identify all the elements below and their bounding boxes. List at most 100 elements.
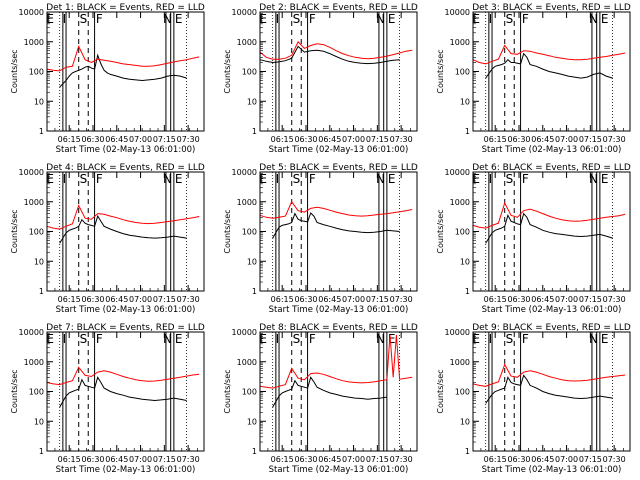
series-lld-line [259, 200, 413, 219]
region-letter: E [388, 332, 396, 346]
x-tick-label: 07:30 [603, 295, 626, 304]
series-lld-line [472, 363, 626, 387]
plot-frame [259, 171, 418, 292]
series-lld-line [46, 204, 200, 230]
y-tick-label: 1 [252, 447, 257, 456]
series-lld-line [472, 44, 626, 65]
region-letter: I [489, 332, 493, 346]
series-events-line [259, 45, 400, 65]
y-tick-label: 10000 [19, 328, 44, 337]
y-tick-label: 1000 [237, 198, 257, 207]
plot-frame [46, 171, 205, 292]
region-letter: F [309, 12, 316, 26]
panel-title: Det 1: BLACK = Events, RED = LLD [46, 3, 205, 13]
y-tick-label: 10000 [19, 168, 44, 177]
x-tick-label: 07:15 [579, 455, 602, 464]
y-tick-label: 100 [242, 388, 257, 397]
region-letter: F [309, 172, 316, 186]
panel-det-9: E I S F N E06:15 06:30 06:45 07:00 07:15 07:301101… [436, 323, 631, 475]
x-tick-label: 07:00 [129, 455, 152, 464]
region-letter: I [489, 12, 493, 26]
x-tick-label: 06:30 [294, 295, 317, 304]
region-letter: N [589, 172, 598, 186]
panel-det-5: E I S F N E06:15 06:30 06:45 07:00 07:15 07:301101… [223, 163, 418, 315]
y-tick-label: 10 [460, 97, 470, 106]
x-tick-label: 07:15 [366, 295, 389, 304]
region-letter: I [489, 172, 493, 186]
x-tick-label: 07:15 [579, 135, 602, 144]
region-letter: E [175, 332, 183, 346]
x-tick-label: 06:15 [58, 295, 81, 304]
y-tick-label: 1 [465, 447, 470, 456]
region-letter: S [293, 332, 301, 346]
x-axis-label: Start Time (02-May-13 06:01:00) [56, 465, 196, 475]
y-tick-label: 1 [465, 127, 470, 136]
y-tick-label: 1 [39, 287, 44, 296]
x-tick-label: 06:30 [81, 135, 104, 144]
x-tick-label: 06:15 [271, 295, 294, 304]
panel-title: Det 2: BLACK = Events, RED = LLD [259, 3, 418, 13]
region-letter: S [506, 332, 514, 346]
region-letter: N [163, 12, 172, 26]
y-tick-label: 10000 [445, 328, 470, 337]
x-tick-label: 07:00 [342, 455, 365, 464]
series-lld-line [46, 366, 200, 386]
x-tick-label: 06:15 [484, 455, 507, 464]
region-letter: N [163, 332, 172, 346]
x-tick-label: 06:30 [507, 295, 530, 304]
x-tick-label: 07:15 [153, 455, 176, 464]
plot-frame [472, 171, 631, 292]
plot-frame [46, 11, 205, 132]
region-letter: S [293, 12, 301, 26]
y-tick-label: 10 [34, 97, 44, 106]
region-letter: E [175, 172, 183, 186]
region-letter: E [601, 172, 609, 186]
y-tick-label: 10000 [232, 328, 257, 337]
y-tick-label: 1000 [450, 38, 470, 47]
x-tick-label: 07:00 [129, 295, 152, 304]
y-tick-label: 1 [252, 127, 257, 136]
x-tick-label: 06:45 [105, 135, 128, 144]
y-tick-label: 1 [39, 447, 44, 456]
x-tick-label: 06:45 [531, 295, 554, 304]
region-letter: S [293, 172, 301, 186]
y-tick-label: 100 [242, 228, 257, 237]
y-tick-label: 10 [247, 257, 257, 266]
x-tick-label: 07:00 [555, 455, 578, 464]
panel-title: Det 3: BLACK = Events, RED = LLD [472, 3, 631, 13]
series-lld-line [46, 45, 200, 72]
y-tick-label: 100 [455, 228, 470, 237]
region-letter: E [46, 332, 54, 346]
y-axis-label: Counts/sec [10, 209, 19, 253]
series-events-line [59, 53, 187, 88]
plot-frame [259, 11, 418, 132]
x-tick-label: 06:45 [318, 135, 341, 144]
x-tick-label: 07:15 [579, 295, 602, 304]
x-axis-label: Start Time (02-May-13 06:01:00) [269, 305, 409, 315]
y-tick-label: 1000 [450, 198, 470, 207]
y-tick-label: 10000 [19, 8, 44, 17]
x-tick-label: 07:30 [390, 295, 413, 304]
y-axis-label: Counts/sec [223, 49, 232, 93]
panel-det-3: E I S F N E06:15 06:30 06:45 07:00 07:15 07:301101… [436, 3, 631, 155]
x-tick-label: 06:15 [58, 135, 81, 144]
y-axis-label: Counts/sec [436, 369, 445, 413]
x-tick-label: 07:30 [390, 135, 413, 144]
series-lld-line [259, 334, 413, 389]
region-letter: E [472, 172, 480, 186]
region-letter: I [63, 332, 67, 346]
x-tick-label: 06:45 [105, 295, 128, 304]
x-axis-label: Start Time (02-May-13 06:01:00) [56, 145, 196, 155]
region-letter: E [259, 12, 267, 26]
series-events-line [272, 376, 387, 408]
y-tick-label: 1000 [237, 358, 257, 367]
x-tick-label: 07:00 [555, 135, 578, 144]
y-tick-label: 1000 [24, 358, 44, 367]
series-events-line [59, 376, 187, 408]
panel-title: Det 5: BLACK = Events, RED = LLD [259, 163, 418, 173]
region-letter: F [96, 332, 103, 346]
region-letter: N [163, 172, 172, 186]
panel-det-4: E I S F N E06:15 06:30 06:45 07:00 07:15 07:301101… [10, 163, 205, 315]
x-tick-label: 07:30 [177, 135, 200, 144]
y-tick-label: 100 [29, 228, 44, 237]
